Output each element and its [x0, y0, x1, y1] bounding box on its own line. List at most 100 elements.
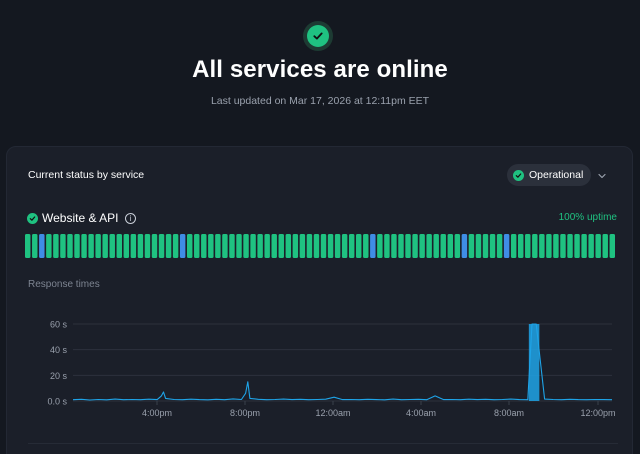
- uptime-bar[interactable]: [454, 234, 461, 258]
- uptime-bar[interactable]: [433, 234, 439, 258]
- uptime-bar[interactable]: [264, 234, 270, 258]
- card-title: Current status by service: [28, 169, 145, 181]
- uptime-bar[interactable]: [475, 234, 482, 258]
- uptime-bar[interactable]: [334, 234, 341, 258]
- uptime-bar[interactable]: [461, 234, 468, 258]
- uptime-bar[interactable]: [341, 234, 348, 258]
- uptime-bar[interactable]: [602, 234, 608, 258]
- uptime-bar[interactable]: [384, 234, 390, 258]
- uptime-bar[interactable]: [116, 234, 122, 258]
- uptime-bar[interactable]: [327, 234, 334, 258]
- uptime-bar[interactable]: [74, 234, 80, 258]
- uptime-bar[interactable]: [39, 234, 45, 258]
- uptime-bar[interactable]: [81, 234, 87, 258]
- uptime-bar[interactable]: [348, 234, 355, 258]
- uptime-bar[interactable]: [609, 234, 615, 258]
- uptime-bar[interactable]: [102, 234, 108, 258]
- uptime-bar[interactable]: [278, 234, 284, 258]
- info-icon[interactable]: i: [125, 213, 136, 224]
- chevron-down-icon[interactable]: [596, 169, 608, 181]
- uptime-bar[interactable]: [194, 234, 200, 258]
- status-hero: All services are online Last updated on …: [0, 0, 640, 140]
- uptime-bar[interactable]: [109, 234, 115, 258]
- uptime-bar[interactable]: [285, 234, 292, 258]
- uptime-bar[interactable]: [588, 234, 594, 258]
- uptime-bar[interactable]: [468, 234, 475, 258]
- y-tick-label: 20 s: [50, 371, 68, 381]
- uptime-bar[interactable]: [201, 234, 207, 258]
- uptime-bar[interactable]: [271, 234, 277, 258]
- uptime-bar[interactable]: [581, 234, 587, 258]
- x-tick-label: 8:00am: [494, 408, 524, 418]
- uptime-bar[interactable]: [440, 234, 446, 258]
- status-filter-dropdown[interactable]: Operational: [507, 164, 591, 186]
- uptime-bar[interactable]: [426, 234, 432, 258]
- uptime-bar[interactable]: [130, 234, 137, 258]
- uptime-bar[interactable]: [208, 234, 214, 258]
- uptime-bar[interactable]: [503, 234, 510, 258]
- uptime-bar[interactable]: [236, 234, 242, 258]
- uptime-bar[interactable]: [560, 234, 566, 258]
- uptime-bar[interactable]: [67, 234, 73, 258]
- uptime-bar[interactable]: [292, 234, 299, 258]
- uptime-bar[interactable]: [306, 234, 313, 258]
- x-tick-label: 12:00pm: [580, 408, 615, 418]
- uptime-bar[interactable]: [243, 234, 249, 258]
- uptime-bar[interactable]: [313, 234, 320, 258]
- uptime-bar[interactable]: [496, 234, 503, 258]
- uptime-bar[interactable]: [144, 234, 151, 258]
- uptime-bar[interactable]: [525, 234, 531, 258]
- uptime-bar[interactable]: [137, 234, 144, 258]
- uptime-bar[interactable]: [32, 234, 38, 258]
- uptime-bar[interactable]: [447, 234, 454, 258]
- uptime-bar[interactable]: [172, 234, 179, 258]
- uptime-bar[interactable]: [123, 234, 130, 258]
- uptime-bar[interactable]: [363, 234, 369, 258]
- uptime-bar[interactable]: [553, 234, 559, 258]
- uptime-bar[interactable]: [53, 234, 59, 258]
- check-circle-icon: [513, 169, 524, 181]
- uptime-bar[interactable]: [356, 234, 362, 258]
- uptime-bar[interactable]: [574, 234, 580, 258]
- x-tick-label: 12:00am: [315, 408, 350, 418]
- uptime-bar[interactable]: [567, 234, 573, 258]
- uptime-bar[interactable]: [412, 234, 418, 258]
- uptime-bar[interactable]: [532, 234, 538, 258]
- uptime-bar[interactable]: [229, 234, 235, 258]
- uptime-bar[interactable]: [405, 234, 411, 258]
- uptime-bar[interactable]: [257, 234, 263, 258]
- uptime-bar[interactable]: [320, 234, 327, 258]
- uptime-bar[interactable]: [250, 234, 256, 258]
- uptime-bar[interactable]: [179, 234, 186, 258]
- uptime-bar[interactable]: [539, 234, 545, 258]
- uptime-bar[interactable]: [299, 234, 306, 258]
- uptime-bar[interactable]: [60, 234, 66, 258]
- uptime-bar[interactable]: [595, 234, 601, 258]
- uptime-bar[interactable]: [222, 234, 228, 258]
- uptime-bar[interactable]: [391, 234, 397, 258]
- y-tick-label: 40 s: [50, 345, 68, 355]
- uptime-bar[interactable]: [46, 234, 52, 258]
- uptime-bar[interactable]: [489, 234, 496, 258]
- uptime-bar[interactable]: [482, 234, 489, 258]
- last-updated-text: Last updated on Mar 17, 2026 at 12:11pm …: [210, 95, 430, 107]
- uptime-bar[interactable]: [419, 234, 425, 258]
- uptime-bars: [25, 234, 615, 258]
- uptime-bar[interactable]: [546, 234, 552, 258]
- uptime-bar[interactable]: [186, 234, 193, 258]
- status-filter-label: Operational: [529, 169, 584, 181]
- uptime-bar[interactable]: [518, 234, 524, 258]
- uptime-bar[interactable]: [158, 234, 165, 258]
- uptime-bar[interactable]: [88, 234, 94, 258]
- uptime-bar[interactable]: [25, 234, 31, 258]
- uptime-bar[interactable]: [377, 234, 383, 258]
- uptime-bar[interactable]: [398, 234, 404, 258]
- service-name: Website & API: [42, 211, 119, 225]
- uptime-bar[interactable]: [370, 234, 376, 258]
- uptime-bar[interactable]: [215, 234, 221, 258]
- uptime-bar[interactable]: [510, 234, 517, 258]
- uptime-bar[interactable]: [165, 234, 172, 258]
- uptime-bar[interactable]: [151, 234, 158, 258]
- response-times-chart: 60 s 40 s 20 s 0.0 s 4:00pm 8:00pm 12:00am 4:00…: [7, 307, 634, 437]
- uptime-bar[interactable]: [95, 234, 101, 258]
